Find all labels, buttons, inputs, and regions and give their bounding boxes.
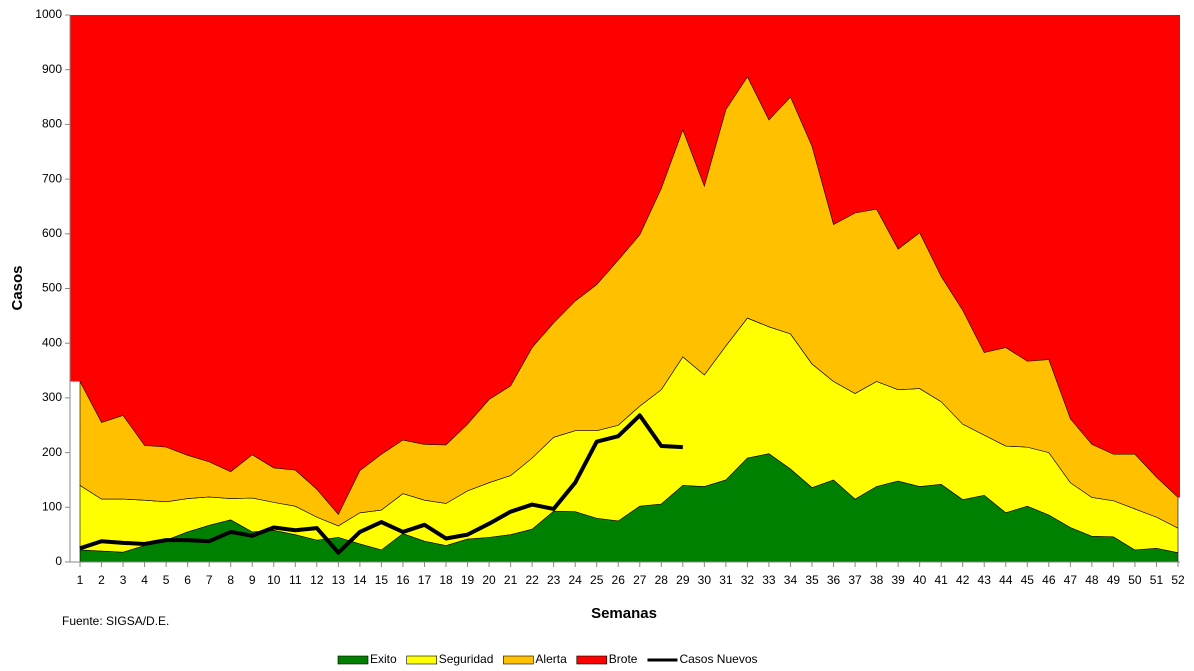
x-tick-label: 18 <box>439 573 453 587</box>
y-tick-label: 900 <box>42 62 62 76</box>
x-tick-label: 28 <box>655 573 669 587</box>
y-tick-label: 300 <box>42 390 62 404</box>
y-tick-label: 700 <box>42 171 62 185</box>
line-casos-nuevos <box>79 413 683 555</box>
x-axis-label: Semanas <box>591 605 657 622</box>
y-tick-label: 1000 <box>35 7 62 21</box>
x-tick-label: 3 <box>120 573 127 587</box>
x-tick-label: 41 <box>934 573 948 587</box>
x-tick-label: 4 <box>141 573 148 587</box>
x-tick-label: 11 <box>289 573 302 587</box>
x-tick-label: 37 <box>848 573 862 587</box>
x-tick-label: 5 <box>163 573 170 587</box>
x-tick-label: 33 <box>762 573 776 587</box>
x-tick-label: 36 <box>827 573 841 587</box>
x-tick-label: 15 <box>375 573 389 587</box>
x-tick-label: 40 <box>913 573 927 587</box>
x-tick-label: 38 <box>870 573 884 587</box>
x-tick-label: 47 <box>1064 573 1078 587</box>
x-tick-label: 22 <box>525 573 539 587</box>
area-brote <box>70 15 1180 515</box>
legend-label: Seguridad <box>439 652 494 666</box>
x-tick-label: 27 <box>633 573 647 587</box>
x-tick-label: 43 <box>978 573 992 587</box>
x-tick-label: 26 <box>612 573 626 587</box>
x-tick-label: 6 <box>184 573 191 587</box>
x-tick-label: 9 <box>249 573 256 587</box>
x-tick-label: 14 <box>353 573 367 587</box>
source-note: Fuente: SIGSA/D.E. <box>62 614 169 628</box>
area-alerta <box>79 76 1179 529</box>
legend-swatch <box>337 655 369 665</box>
x-tick-label: 17 <box>418 573 432 587</box>
x-tick-label: 16 <box>396 573 410 587</box>
x-tick-label: 7 <box>206 573 213 587</box>
x-tick-label: 42 <box>956 573 970 587</box>
x-tick-label: 49 <box>1107 573 1121 587</box>
x-tick-label: 51 <box>1150 573 1164 587</box>
legend-swatch <box>503 655 534 665</box>
x-tick-label: 44 <box>999 573 1013 587</box>
y-tick-label: 0 <box>55 554 62 568</box>
x-tick-label: 8 <box>227 573 234 587</box>
x-tick-label: 30 <box>698 573 712 587</box>
x-tick-label: 35 <box>805 573 819 587</box>
x-tick-label: 52 <box>1171 573 1185 587</box>
y-tick-label: 500 <box>42 281 62 295</box>
x-tick-label: 2 <box>98 573 105 587</box>
x-tick-label: 20 <box>482 573 496 587</box>
x-tick-label: 29 <box>676 573 690 587</box>
legend-swatch <box>406 655 437 665</box>
y-tick-label: 100 <box>42 499 62 513</box>
legend-swatch <box>576 655 608 665</box>
legend-label: Exito <box>370 652 397 666</box>
x-tick-label: 1 <box>77 573 84 587</box>
x-tick-label: 10 <box>267 573 281 587</box>
y-tick-label: 800 <box>42 117 62 131</box>
x-tick-label: 23 <box>547 573 561 587</box>
x-tick-label: 48 <box>1085 573 1099 587</box>
x-tick-label: 46 <box>1042 573 1056 587</box>
x-tick-label: 32 <box>741 573 755 587</box>
x-tick-label: 12 <box>310 573 324 587</box>
legend-label: Alerta <box>535 652 567 666</box>
x-tick-label: 34 <box>784 573 798 587</box>
y-tick-label: 600 <box>42 226 62 240</box>
x-tick-label: 21 <box>504 573 518 587</box>
x-tick-label: 13 <box>332 573 346 587</box>
x-tick-label: 50 <box>1128 573 1142 587</box>
legend-label: Casos Nuevos <box>679 652 757 666</box>
x-tick-label: 24 <box>568 573 582 587</box>
legend-label: Brote <box>609 652 638 666</box>
y-tick-label: 400 <box>42 335 62 349</box>
x-tick-label: 25 <box>590 573 604 587</box>
x-tick-label: 39 <box>891 573 905 587</box>
x-tick-label: 19 <box>461 573 475 587</box>
y-axis-label: Casos <box>9 265 26 310</box>
x-tick-label: 31 <box>719 573 733 587</box>
x-tick-label: 45 <box>1021 573 1035 587</box>
y-tick-label: 200 <box>42 445 62 459</box>
